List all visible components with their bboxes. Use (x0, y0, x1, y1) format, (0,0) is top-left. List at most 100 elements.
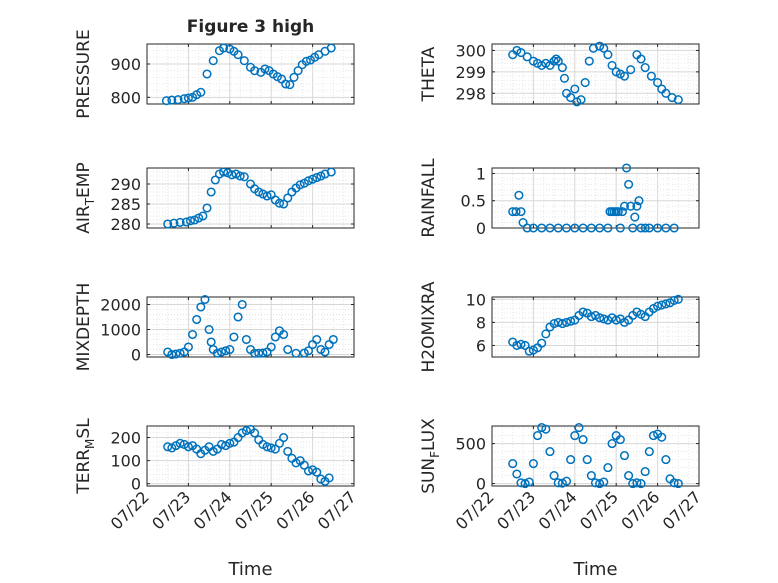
data-point (208, 56, 218, 66)
data-point (200, 294, 210, 305)
data-point (183, 342, 193, 352)
data-point (522, 52, 532, 62)
data-point (289, 72, 299, 82)
data-point (181, 217, 191, 227)
data-point (281, 79, 291, 89)
data-point (582, 455, 592, 465)
data-point (266, 342, 276, 352)
data-point (632, 201, 642, 211)
subplot-h2omixra: 6 8 10 H2OMIXRA (419, 281, 700, 373)
data-point (221, 346, 231, 356)
data-point (303, 346, 314, 356)
data-point (239, 56, 249, 66)
data-point (285, 80, 295, 90)
data-point (669, 223, 679, 233)
data-point (266, 443, 276, 453)
data-point (657, 300, 667, 310)
data-point (626, 65, 636, 75)
data-point (636, 54, 646, 64)
data-point (557, 63, 567, 73)
data-point (561, 476, 572, 486)
data-point (219, 167, 229, 177)
data-point (551, 54, 561, 64)
y-tick-label: 0 (131, 475, 141, 494)
data-point (202, 203, 212, 213)
data-point (250, 66, 260, 76)
data-point (312, 467, 322, 477)
data-point (522, 223, 532, 233)
data-point (549, 56, 559, 66)
data-point (516, 48, 526, 58)
data-point (179, 94, 189, 104)
data-point (239, 172, 249, 182)
data-point (553, 478, 563, 488)
data-point (541, 329, 551, 339)
data-point (588, 43, 598, 53)
data-point (599, 43, 609, 53)
data-point (279, 432, 289, 443)
data-point (196, 302, 206, 312)
data-point (661, 299, 671, 309)
y-axis-label: SUNFLUX (419, 418, 442, 494)
data-point (636, 479, 646, 489)
y-tick-label: 1000 (100, 321, 141, 340)
data-point (299, 460, 309, 470)
data-point (619, 71, 630, 81)
data-point (576, 95, 586, 105)
data-point (669, 295, 679, 306)
data-point (241, 334, 251, 345)
data-point (537, 423, 547, 433)
y-tick-label: 0 (476, 219, 486, 238)
data-point (566, 455, 576, 465)
data-point (566, 316, 576, 326)
data-point (169, 218, 179, 228)
data-point (626, 201, 636, 211)
data-point (661, 88, 671, 98)
data-point (175, 348, 185, 358)
x-ticks (491, 44, 700, 104)
data-point (541, 424, 551, 434)
data-point (524, 346, 534, 356)
y-ticks: 00.51 (461, 164, 699, 238)
data-point (528, 459, 538, 469)
data-point (187, 329, 198, 340)
data-point (262, 442, 272, 452)
data-point (233, 50, 243, 60)
data-point (561, 317, 572, 327)
y-tick-label: 0 (131, 346, 141, 365)
data-point (644, 447, 654, 457)
data-point (202, 69, 212, 79)
data-point (595, 313, 605, 323)
data-point (167, 349, 177, 360)
data-point (185, 216, 196, 226)
y-tick-label: 100 (110, 452, 141, 471)
data-point (566, 93, 576, 103)
data-points (163, 424, 334, 486)
data-point (237, 299, 247, 310)
data-point (219, 43, 229, 53)
y-tick-label: 2000 (100, 296, 141, 315)
data-point (578, 307, 588, 317)
data-point (669, 478, 679, 488)
subplot-theta: 298 299 300 THETA (419, 41, 700, 107)
data-point (262, 191, 272, 201)
data-point (595, 479, 605, 489)
x-ticks (146, 297, 355, 357)
data-point (557, 318, 567, 329)
data-point (171, 349, 181, 359)
data-point (270, 332, 280, 342)
data-point (619, 451, 630, 461)
data-points (508, 423, 683, 489)
data-point (630, 212, 640, 222)
data-point (308, 174, 318, 184)
data-point (167, 95, 177, 105)
y-axis-label: MIXDEPTH (74, 283, 94, 372)
y-ticks: 0 1000 2000 (100, 296, 354, 365)
data-point (661, 455, 671, 465)
data-point (632, 478, 642, 488)
data-point (173, 95, 183, 105)
data-point (599, 314, 609, 324)
data-point (520, 340, 530, 351)
